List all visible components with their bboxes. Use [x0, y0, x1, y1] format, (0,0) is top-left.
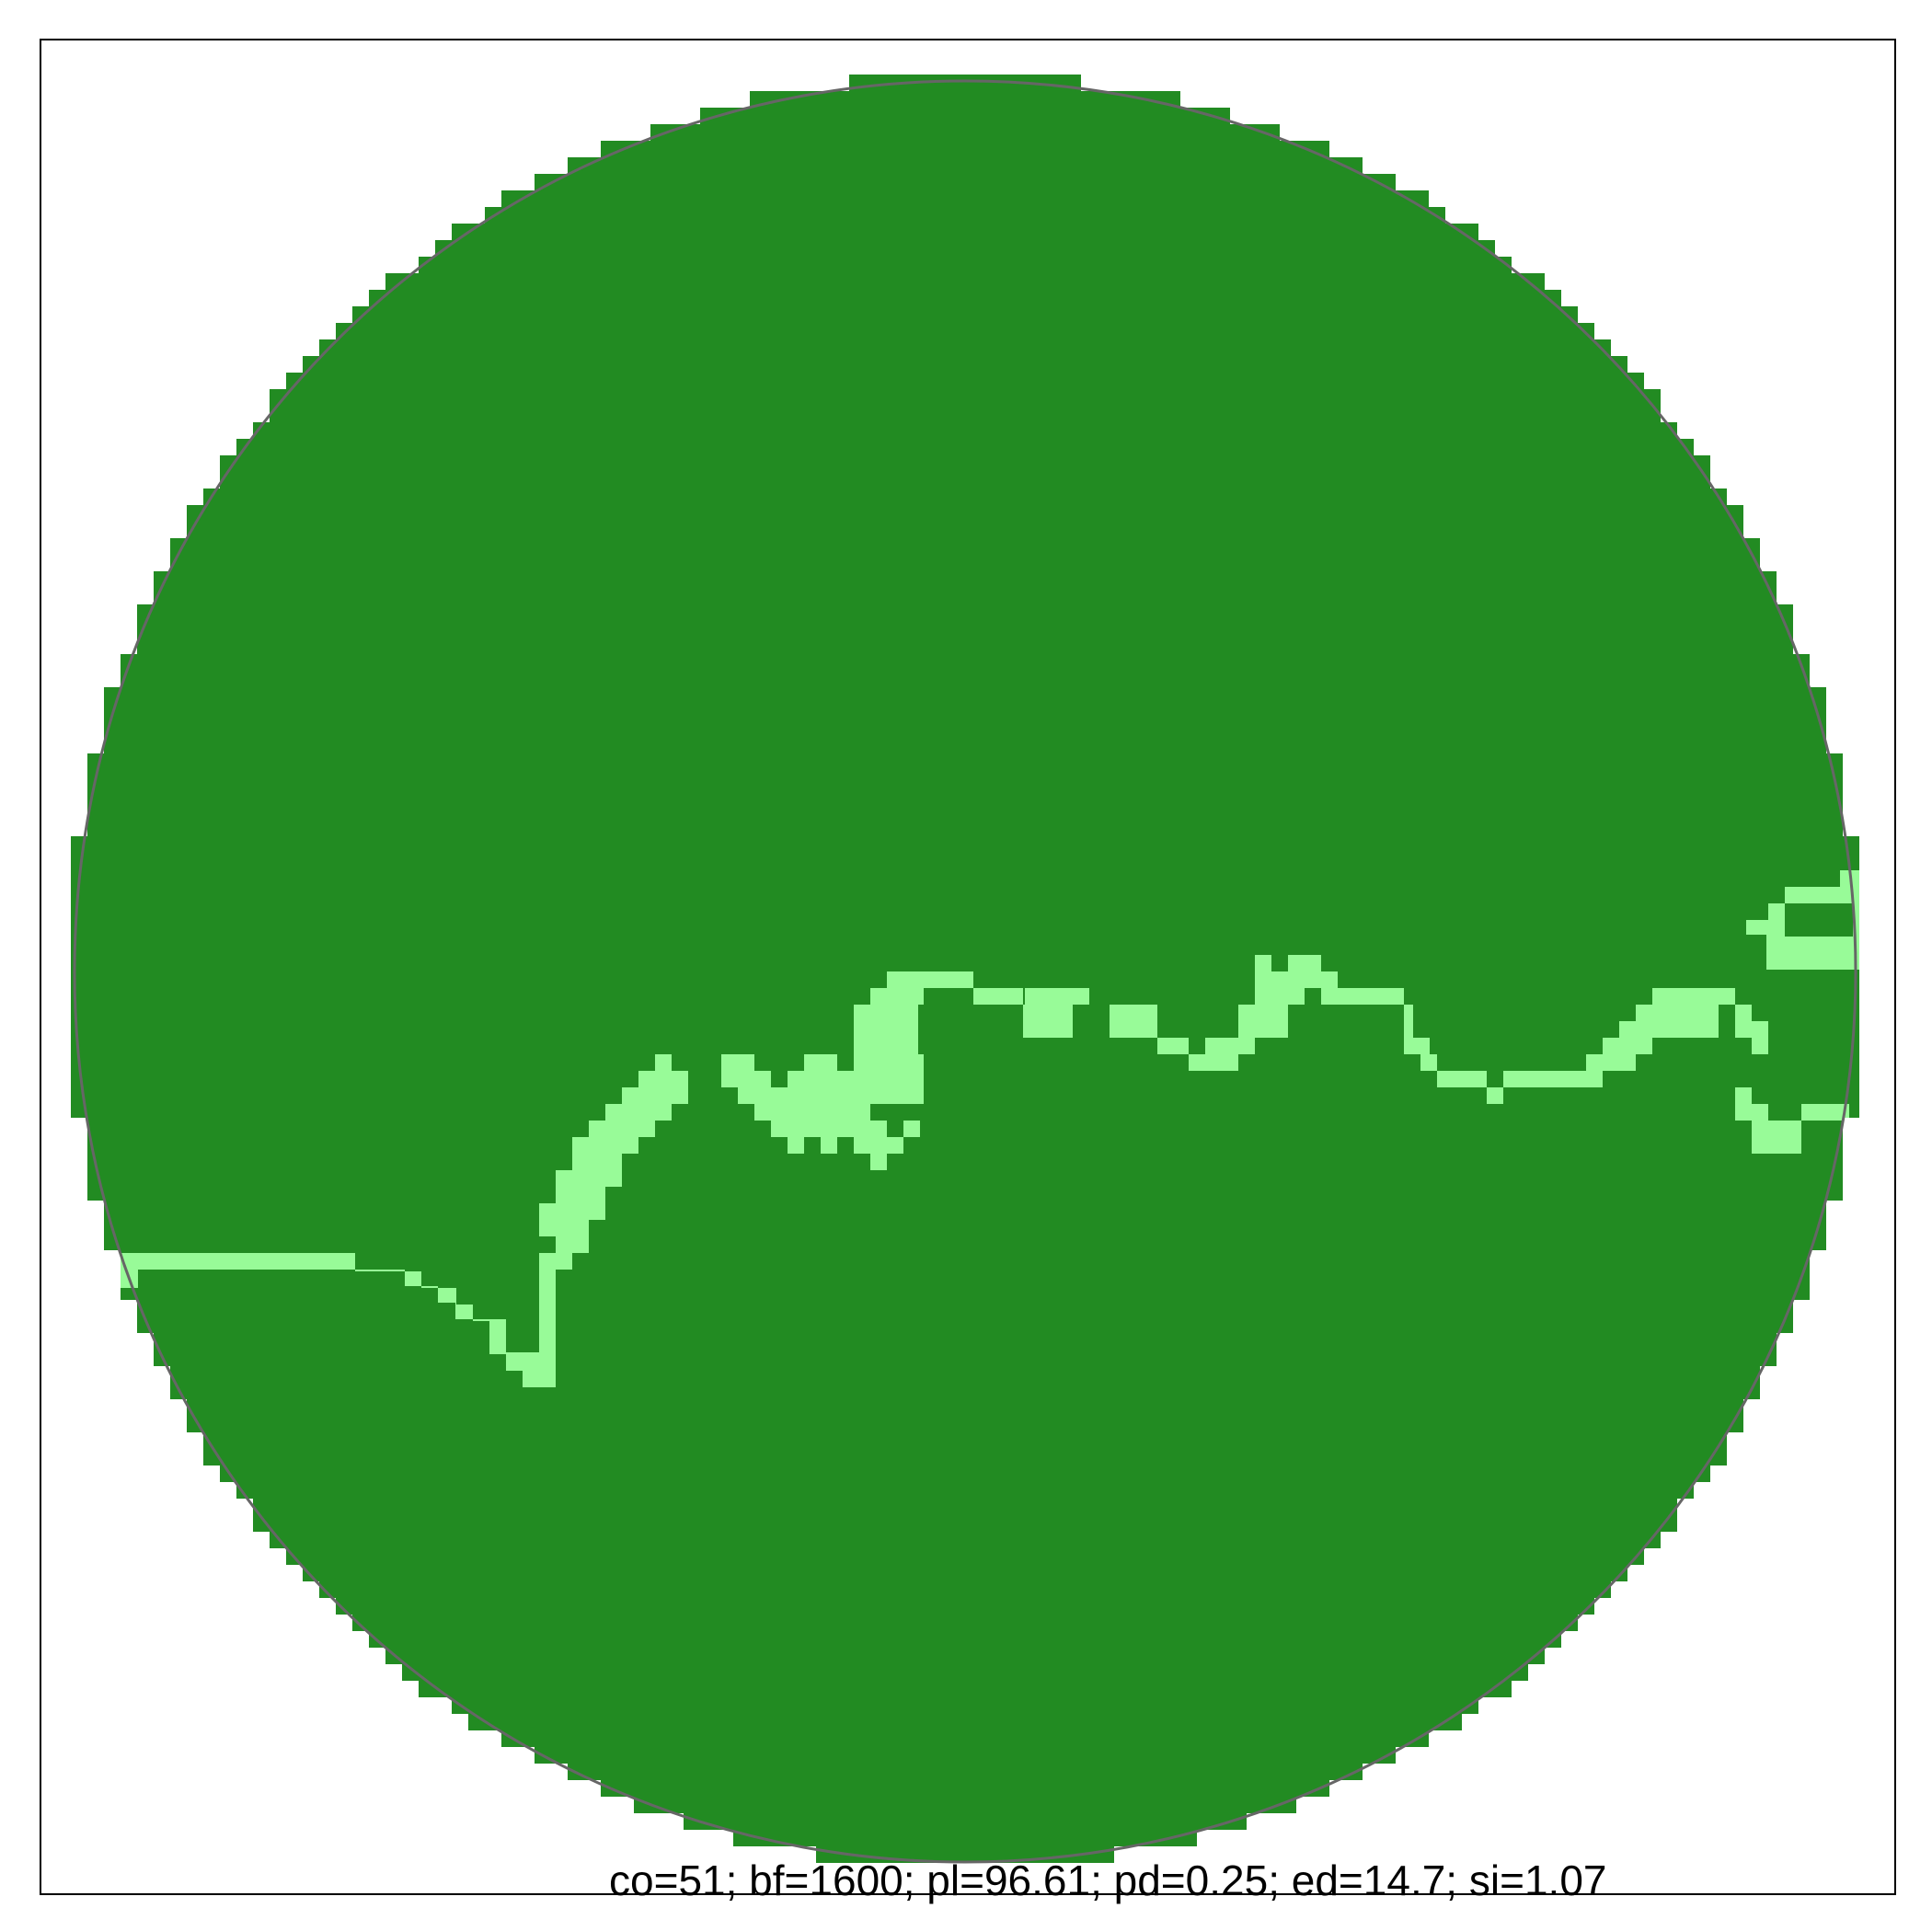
corridor-band-east — [924, 870, 1859, 1154]
study-area-boundary — [73, 79, 1857, 1864]
habitat-pocket — [1014, 903, 1853, 1038]
raster-landscape — [71, 75, 1859, 1879]
corridor-band — [120, 971, 1089, 1387]
metrics-caption: co=51; bf=1600; pl=96.61; pd=0.25; ed=14… — [609, 1856, 1607, 1904]
